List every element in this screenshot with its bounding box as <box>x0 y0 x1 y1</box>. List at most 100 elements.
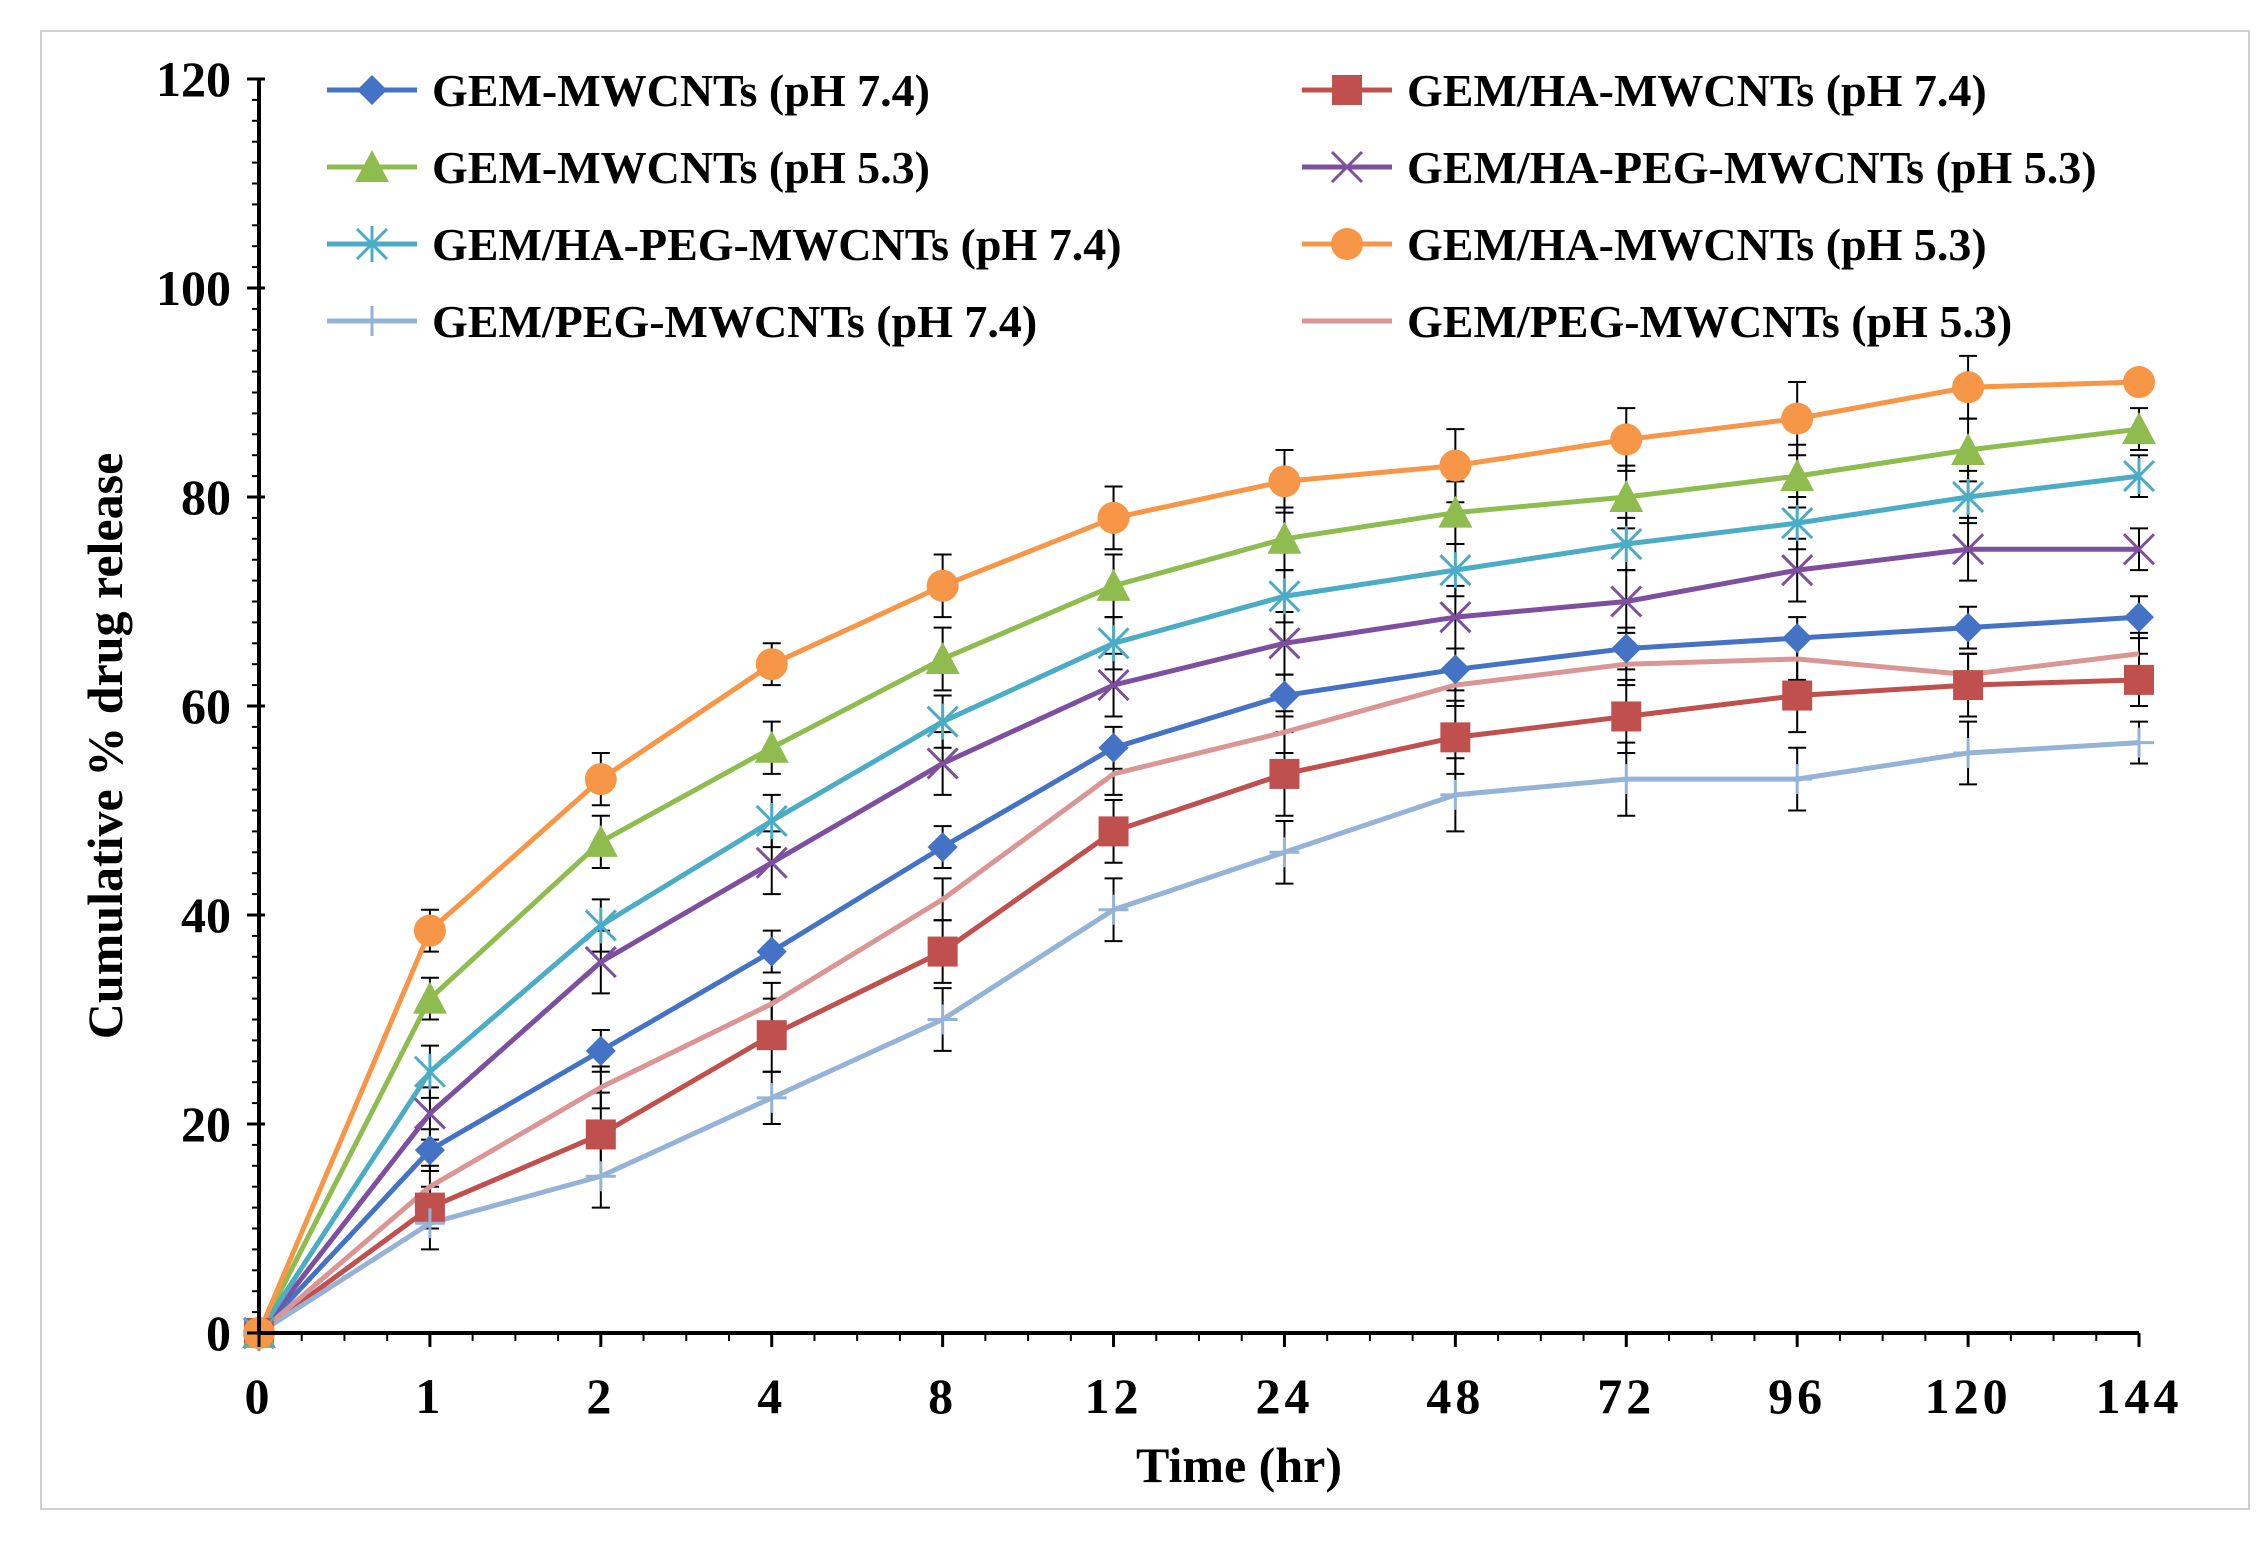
data-point <box>584 907 617 944</box>
data-point <box>1782 764 1813 795</box>
data-point <box>1782 623 1813 654</box>
data-point <box>414 1208 445 1239</box>
data-point <box>1439 601 1472 634</box>
data-point <box>1610 526 1643 563</box>
y-tick-label: 20 <box>181 1096 231 1152</box>
series-line <box>257 546 2139 1335</box>
series-line <box>257 677 2140 1336</box>
data-point <box>585 1161 616 1192</box>
data-point <box>1781 505 1814 542</box>
data-point <box>1097 625 1130 662</box>
x-tick-label: 0 <box>245 1368 274 1424</box>
data-point <box>756 1020 787 1051</box>
data-point <box>926 703 959 740</box>
data-point <box>2122 533 2156 566</box>
data-point <box>1438 495 1473 528</box>
data-point <box>1267 521 1302 554</box>
legend-label: GEM/HA-MWCNTs (pH 5.3) <box>1407 219 1987 270</box>
legend-swatch-marker <box>357 75 387 105</box>
data-point <box>413 914 446 947</box>
data-point <box>1097 501 1130 534</box>
data-point <box>2123 366 2155 399</box>
data-point <box>412 981 447 1014</box>
legend-item: GEM/HA-PEG-MWCNTs (pH 5.3) <box>1302 142 2097 193</box>
data-point <box>2122 458 2156 495</box>
data-point <box>585 1035 616 1066</box>
series-line <box>257 614 2140 1335</box>
series-line <box>256 426 2140 1335</box>
data-point <box>2124 664 2154 695</box>
data-point <box>1269 758 1300 789</box>
x-tick-label: 4 <box>757 1368 786 1424</box>
data-point <box>1780 459 1815 492</box>
data-point <box>1781 554 1814 587</box>
data-point <box>2124 602 2154 633</box>
legend-item: GEM/PEG-MWCNTs (pH 7.4) <box>327 296 1037 347</box>
data-point <box>1609 480 1644 512</box>
data-point <box>1098 732 1129 763</box>
x-tick-label: 72 <box>1597 1368 1655 1424</box>
data-point <box>1611 633 1642 664</box>
data-point <box>1952 371 1985 404</box>
data-point <box>1440 654 1471 685</box>
data-point <box>1440 779 1471 810</box>
data-point <box>1268 578 1301 615</box>
x-tick-label: 8 <box>928 1368 957 1424</box>
legend: GEM-MWCNTs (pH 7.4) GEM/HA-MWCNTs (pH 7.4… <box>327 65 2097 347</box>
data-point <box>1439 552 1472 589</box>
data-point <box>1953 612 1984 643</box>
x-axis-title: Time (hr) <box>1136 1437 1342 1493</box>
axes <box>247 77 2141 1347</box>
data-point <box>2124 727 2154 758</box>
series-line <box>256 473 2140 1335</box>
legend-item: GEM/HA-MWCNTs (pH 7.4) <box>1302 65 1987 116</box>
legend-swatch-marker <box>1332 75 1362 105</box>
data-point <box>413 1053 446 1090</box>
data-point <box>1268 465 1301 498</box>
data-point <box>1952 479 1985 515</box>
series-line <box>257 651 2140 1335</box>
chart-frame: 0 20 40 60 80 100 120 0 1 2 4 8 12 24 48 72 96 120 144 GEM… <box>40 30 2250 1510</box>
y-tick-label: 120 <box>156 51 231 107</box>
y-tick-label: 60 <box>181 678 231 734</box>
legend-label: GEM/HA-MWCNTs (pH 7.4) <box>1407 65 1987 116</box>
data-point <box>1439 449 1472 482</box>
legend-swatch-marker <box>1331 228 1363 260</box>
legend-swatch-marker <box>1330 150 1364 184</box>
data-point <box>1098 894 1129 925</box>
data-point <box>584 945 617 979</box>
data-point <box>1096 568 1131 601</box>
legend-item: GEM/HA-PEG-MWCNTs (pH 7.4) <box>327 219 1122 270</box>
data-point <box>1269 837 1300 868</box>
data-point <box>756 1082 787 1113</box>
legend-item: GEM/HA-MWCNTs (pH 5.3) <box>1302 219 1987 270</box>
data-point <box>1611 701 1642 732</box>
y-tick-label: 0 <box>206 1305 231 1361</box>
series-lines <box>256 379 2140 1336</box>
data-point <box>925 641 960 674</box>
data-point <box>1953 670 1984 701</box>
y-tick-label: 40 <box>181 887 231 943</box>
legend-label: GEM/PEG-MWCNTs (pH 7.4) <box>432 296 1037 347</box>
data-point <box>1610 585 1643 618</box>
legend-swatch-marker <box>355 226 389 262</box>
x-tick-label: 144 <box>2096 1368 2183 1424</box>
legend-item: GEM-MWCNTs (pH 7.4) <box>327 65 930 116</box>
data-point <box>1269 680 1300 711</box>
y-axis-title: Cumulative % drug release <box>77 453 133 1040</box>
legend-label: GEM/HA-PEG-MWCNTs (pH 5.3) <box>1407 142 2097 193</box>
data-point <box>1097 669 1130 702</box>
data-point <box>1610 423 1643 456</box>
data-point <box>414 1135 445 1166</box>
data-point <box>1611 764 1642 795</box>
data-point <box>1440 722 1471 753</box>
data-point <box>755 648 788 681</box>
data-point <box>1268 627 1301 660</box>
legend-label: GEM-MWCNTs (pH 5.3) <box>432 142 930 193</box>
data-point <box>926 569 959 602</box>
x-tick-label: 1 <box>415 1368 444 1424</box>
data-point <box>755 802 788 839</box>
series-line <box>257 740 2140 1336</box>
